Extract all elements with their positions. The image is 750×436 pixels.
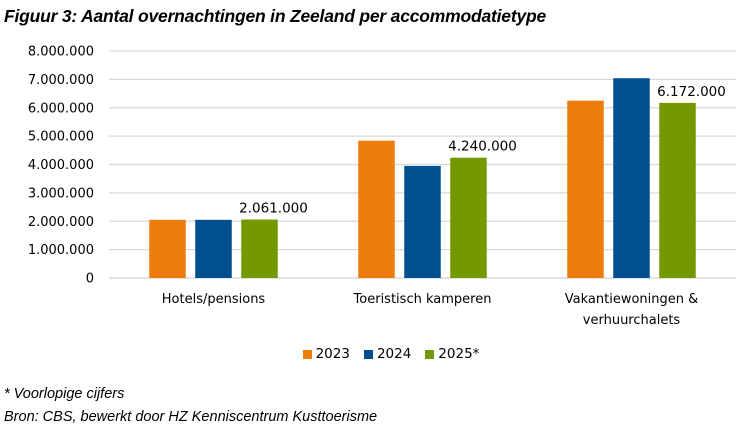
legend-item-2025: 2025*: [425, 346, 479, 362]
y-tick-label: 5.000.000: [28, 130, 94, 145]
legend-label: 2024: [376, 346, 412, 362]
bar: [404, 165, 441, 278]
bar: [659, 102, 696, 278]
y-tick-label: 3.000.000: [28, 186, 94, 201]
data-label: 6.172.000: [657, 84, 726, 100]
x-category-label: Vakantiewoningen &: [565, 292, 699, 307]
y-tick-label: 8.000.000: [28, 45, 94, 60]
bar: [149, 219, 186, 278]
figure-title: Figuur 3: Aantal overnachtingen in Zeela…: [4, 6, 546, 26]
legend-item-2023: 2023: [302, 346, 350, 362]
bar: [195, 219, 232, 278]
legend-swatch: [302, 349, 312, 359]
x-category-label: Toeristisch kamperen: [353, 292, 492, 307]
source-note: Bron: CBS, bewerkt door HZ Kenniscentrum…: [4, 409, 378, 425]
legend-label: 2025*: [438, 346, 480, 362]
x-category-label: verhuurchalets: [583, 313, 681, 328]
y-tick-label: 4.000.000: [28, 158, 94, 173]
footnote: * Voorlopige cijfers: [4, 386, 125, 402]
bar: [613, 78, 650, 279]
legend-swatch: [363, 349, 373, 359]
bar: [358, 140, 395, 278]
legend: 2023 2024 2025*: [0, 346, 750, 362]
data-label: 4.240.000: [448, 139, 517, 155]
y-tick-label: 0: [86, 272, 94, 287]
legend-swatch: [425, 349, 435, 359]
bar: [450, 157, 487, 278]
y-tick-label: 2.000.000: [28, 215, 94, 230]
data-label: 2.061.000: [239, 201, 308, 217]
bar: [241, 219, 278, 278]
x-category-label: Hotels/pensions: [162, 292, 266, 307]
y-tick-label: 1.000.000: [28, 243, 94, 258]
bar: [567, 100, 604, 278]
legend-label: 2023: [315, 346, 350, 362]
y-tick-label: 7.000.000: [28, 73, 94, 88]
legend-item-2024: 2024: [363, 346, 412, 362]
y-tick-label: 6.000.000: [28, 101, 94, 116]
